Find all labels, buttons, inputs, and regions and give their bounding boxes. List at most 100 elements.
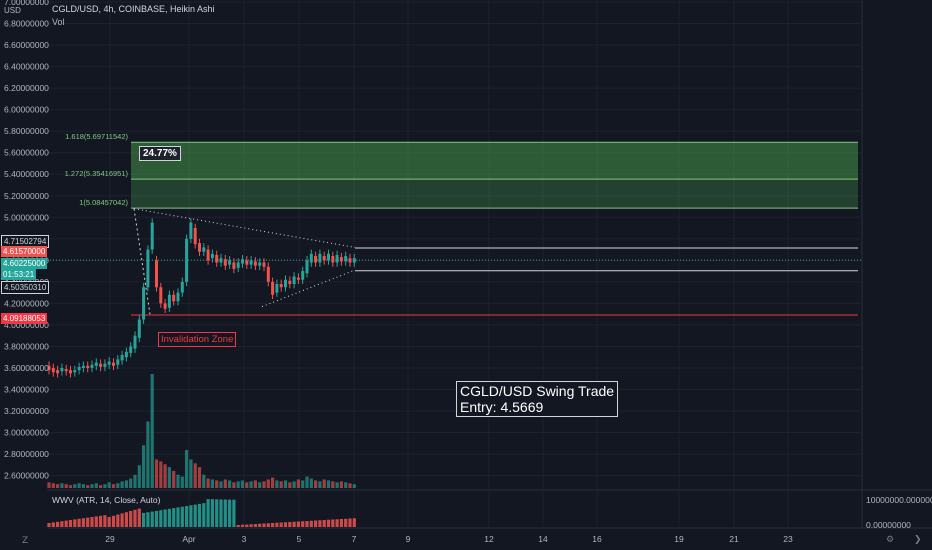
candle-body bbox=[94, 362, 98, 366]
symbol-title[interactable]: CGLD/USD, 4h, COINBASE, Heikin Ashi bbox=[52, 4, 215, 14]
volume-bar bbox=[81, 484, 85, 488]
volume-bar bbox=[47, 482, 51, 488]
timezone-z-icon[interactable]: Z bbox=[22, 536, 29, 546]
invalidation-zone-label[interactable]: Invalidation Zone bbox=[158, 332, 237, 347]
volume-bar bbox=[352, 484, 356, 488]
candle-body bbox=[159, 287, 163, 304]
wwv-bar bbox=[116, 514, 120, 527]
candle-body bbox=[305, 260, 309, 274]
volume-bar bbox=[318, 481, 322, 488]
settings-gear-icon[interactable]: ⚙ bbox=[886, 535, 895, 545]
volume-bar bbox=[344, 482, 348, 488]
x-tick-label: 21 bbox=[729, 534, 739, 544]
wwv-bar bbox=[185, 506, 189, 527]
target-percent-label[interactable]: 24.77% bbox=[139, 146, 181, 161]
candle-body bbox=[167, 294, 171, 308]
volume-bar bbox=[107, 482, 111, 488]
x-tick-label: 12 bbox=[484, 534, 494, 544]
volume-bar bbox=[86, 485, 90, 488]
countdown-tag: 01:53:21 bbox=[1, 269, 37, 280]
wwv-bar bbox=[249, 524, 253, 527]
wwv-bar bbox=[159, 510, 163, 527]
volume-bar bbox=[90, 484, 94, 488]
candle-body bbox=[103, 363, 107, 367]
volume-bar bbox=[314, 480, 318, 488]
wwv-bar bbox=[305, 521, 309, 527]
fib-level-label: 1.618(5.69711542) bbox=[65, 132, 128, 141]
wwv-indicator: 10000000.00000000 0.00000000 bbox=[47, 495, 932, 530]
wwv-bar bbox=[314, 520, 318, 527]
wwv-bar bbox=[86, 517, 90, 527]
volume-bar bbox=[99, 485, 103, 488]
candle-body bbox=[86, 365, 90, 368]
wwv-bar bbox=[176, 507, 180, 527]
volume-bar bbox=[176, 474, 180, 488]
volume-bar bbox=[331, 481, 335, 488]
trade-note-entry: Entry: 4.5669 bbox=[460, 399, 544, 415]
wwv-bar bbox=[64, 520, 68, 527]
x-tick-label: 14 bbox=[538, 534, 548, 544]
chart-title: CGLD/USD, 4h, COINBASE, Heikin Ashi Vol bbox=[52, 4, 215, 27]
wwv-bar bbox=[68, 520, 73, 527]
y-tick-label: 6.40000000 bbox=[4, 62, 49, 72]
candle-body bbox=[90, 364, 94, 368]
candle-body bbox=[352, 258, 356, 263]
wwv-bar bbox=[129, 511, 133, 527]
candle-body bbox=[133, 335, 137, 349]
wwv-bar bbox=[331, 519, 335, 527]
x-tick-label: 9 bbox=[406, 534, 411, 544]
x-tick-label: 16 bbox=[592, 534, 602, 544]
volume-bar bbox=[262, 481, 266, 488]
y-tick-label: 5.20000000 bbox=[4, 191, 49, 201]
volume-bar bbox=[193, 463, 197, 488]
volume-bar bbox=[219, 481, 223, 488]
currency-label: USD bbox=[4, 6, 21, 15]
candle-body bbox=[210, 253, 214, 259]
wwv-bar bbox=[322, 520, 326, 527]
volume-bar bbox=[326, 480, 331, 488]
volume-bar bbox=[301, 480, 305, 488]
volume-bar bbox=[167, 467, 171, 488]
volume-bar bbox=[68, 485, 73, 488]
wwv-bar bbox=[219, 499, 223, 527]
wwv-bar bbox=[348, 518, 352, 527]
candle-body bbox=[327, 253, 330, 261]
x-tick-label: Apr bbox=[182, 534, 195, 544]
volume-bar bbox=[189, 459, 193, 488]
candle-body bbox=[60, 367, 64, 372]
volume-bar bbox=[249, 481, 253, 488]
volume-bar bbox=[215, 480, 219, 488]
price-tag-last: 4.60225000 bbox=[1, 258, 48, 269]
candle-body bbox=[189, 222, 193, 239]
y-tick-label: 3.40000000 bbox=[4, 385, 49, 395]
candle-body bbox=[228, 260, 232, 265]
volume-bar bbox=[271, 477, 275, 488]
y-tick-label: 6.20000000 bbox=[4, 83, 49, 93]
volume-bar bbox=[180, 476, 184, 488]
candle-body bbox=[120, 355, 124, 361]
volume-bar bbox=[142, 445, 146, 488]
lower-trendline bbox=[261, 269, 356, 308]
candle-body bbox=[335, 254, 339, 263]
wwv-indicator-label[interactable]: WWV (ATR, 14, Close, Auto) bbox=[52, 495, 161, 505]
wwv-bar bbox=[51, 522, 55, 527]
candle-body bbox=[253, 261, 257, 266]
wwv-bar bbox=[167, 508, 171, 527]
y-tick-label: 3.00000000 bbox=[4, 428, 49, 438]
wwv-bar bbox=[73, 519, 77, 527]
candle-body bbox=[116, 359, 120, 365]
candle-body bbox=[107, 361, 111, 365]
y-tick-label: 5.00000000 bbox=[4, 212, 49, 222]
y-tick-label: 4.20000000 bbox=[4, 298, 49, 308]
trade-note[interactable]: CGLD/USD Swing Trade Entry: 4.5669 bbox=[456, 381, 619, 417]
x-tick-label: 7 bbox=[352, 534, 357, 544]
volume-label[interactable]: Vol bbox=[52, 17, 65, 27]
volume-bars bbox=[47, 374, 356, 488]
candle-body bbox=[155, 260, 158, 288]
chevron-icon[interactable]: ❯ bbox=[914, 535, 922, 545]
candle-body bbox=[150, 222, 154, 250]
y-tick-label: 6.80000000 bbox=[4, 19, 49, 29]
wwv-bar bbox=[275, 522, 279, 527]
y-tick-label: 2.60000000 bbox=[4, 471, 49, 481]
